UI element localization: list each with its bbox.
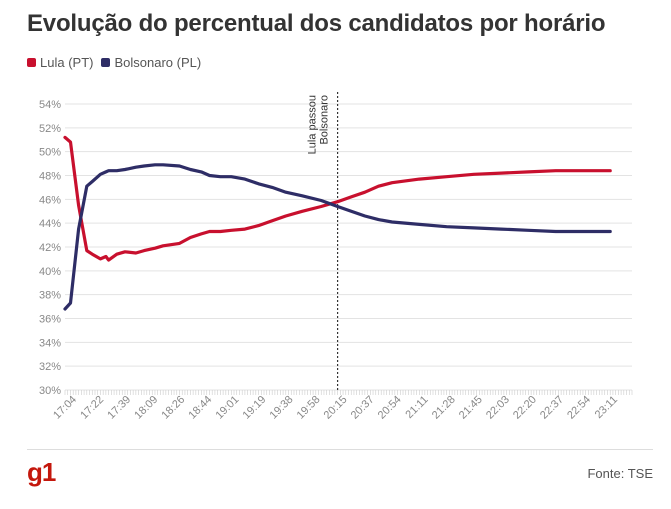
x-tick-label: 21:11 bbox=[403, 394, 430, 421]
x-tick-label: 22:37 bbox=[538, 394, 566, 422]
line-chart: 30% 32% 34% 36% 38% 40% 42% 44% 46% 48% 50% 52% 54% 1… bbox=[39, 92, 633, 422]
chart-title: Evolução do percentual dos candidatos po… bbox=[27, 10, 606, 37]
y-tick-label: 42% bbox=[39, 242, 61, 254]
y-tick-label: 54% bbox=[39, 99, 61, 111]
y-tick-label: 50% bbox=[39, 147, 61, 159]
x-tick-label: 21:45 bbox=[457, 394, 485, 422]
y-tick-label: 40% bbox=[39, 266, 61, 278]
x-tick-label: 22:20 bbox=[511, 394, 539, 422]
x-tick-label: 19:58 bbox=[295, 394, 323, 422]
series-line-bolsonaro bbox=[63, 163, 612, 311]
x-tick-label: 22:54 bbox=[565, 394, 593, 422]
x-tick-label: 17:04 bbox=[51, 394, 79, 422]
x-tick-label: 18:26 bbox=[159, 394, 187, 422]
y-tick-label: 38% bbox=[39, 290, 61, 302]
g1-logo: g1 bbox=[27, 457, 56, 487]
legend-item-lula[interactable]: Lula (PT) bbox=[27, 55, 93, 70]
x-tick-label: 18:44 bbox=[186, 394, 214, 422]
legend-label-lula: Lula (PT) bbox=[40, 55, 94, 70]
y-tick-label: 36% bbox=[39, 314, 61, 326]
y-tick-label: 52% bbox=[39, 123, 61, 135]
footer-divider bbox=[27, 449, 653, 450]
y-tick-label: 48% bbox=[39, 171, 61, 183]
x-tick-label: 21:28 bbox=[430, 394, 458, 422]
x-tick-label: 22:03 bbox=[484, 394, 512, 422]
legend: Lula (PT) Bolsonaro (PL) bbox=[27, 55, 209, 70]
x-tick-label: 23:11 bbox=[593, 394, 620, 421]
x-tick-label: 20:15 bbox=[322, 394, 350, 422]
x-tick-label: 17:39 bbox=[105, 394, 133, 422]
y-tick-label: 30% bbox=[39, 385, 61, 397]
x-tick-label: 18:09 bbox=[132, 394, 160, 422]
y-tick-label: 34% bbox=[39, 337, 61, 349]
y-tick-label: 46% bbox=[39, 194, 61, 206]
annotation-label: Bolsonaro bbox=[319, 95, 331, 145]
y-tick-label: 32% bbox=[39, 361, 61, 373]
x-tick-label: 19:38 bbox=[268, 394, 296, 422]
source-text: Fonte: TSE bbox=[587, 466, 653, 481]
legend-swatch-bolsonaro bbox=[101, 58, 111, 67]
legend-label-bolsonaro: Bolsonaro (PL) bbox=[114, 55, 202, 70]
y-tick-label: 44% bbox=[39, 218, 61, 230]
x-tick-label: 19:19 bbox=[241, 394, 269, 422]
legend-item-bolsonaro[interactable]: Bolsonaro (PL) bbox=[101, 55, 201, 70]
x-tick-label: 20:37 bbox=[349, 394, 377, 422]
x-tick-label: 17:22 bbox=[78, 394, 106, 422]
annotation-label: Lula passou bbox=[307, 95, 319, 154]
x-tick-label: 20:54 bbox=[376, 394, 404, 422]
series-line-lula bbox=[63, 135, 612, 262]
legend-swatch-lula bbox=[27, 58, 36, 67]
x-tick-label: 19:01 bbox=[213, 394, 241, 422]
